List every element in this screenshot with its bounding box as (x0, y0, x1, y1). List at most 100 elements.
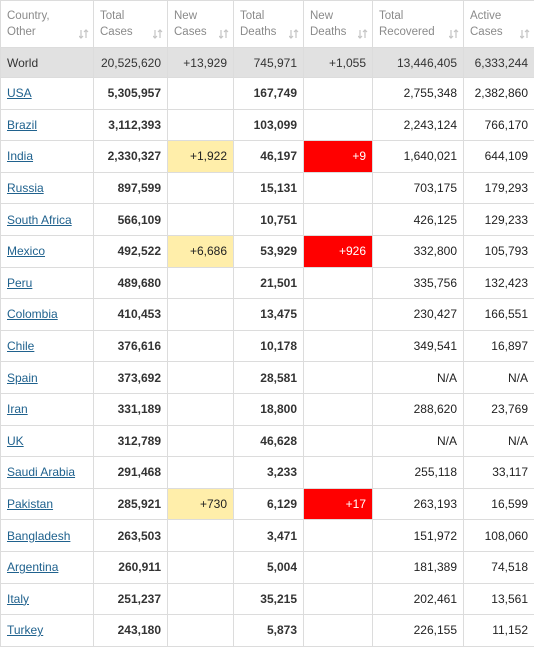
table-body: World 20,525,620 +13,929 745,971 +1,055 13,44… (0, 47, 534, 647)
cell: India (0, 140, 94, 173)
cell: 18,800 (233, 392, 304, 426)
country-row: Colombia 410,453 13,475 230,427 166,551 (0, 298, 534, 331)
cell (303, 550, 373, 584)
country-link[interactable]: Colombia (7, 307, 58, 322)
country-link[interactable]: Argentina (7, 560, 59, 575)
sort-arrow (153, 30, 158, 39)
sort-icon (79, 29, 89, 39)
country-link[interactable]: Pakistan (7, 497, 54, 512)
cell: 23,769 (463, 392, 534, 426)
cell: 166,551 (463, 298, 534, 331)
cell: 492,522 (93, 234, 168, 268)
cell (303, 298, 373, 331)
cell: 285,921 (93, 487, 168, 521)
country-link[interactable]: Spain (7, 370, 38, 385)
cell: Pakistan (0, 487, 94, 521)
cell (167, 550, 234, 584)
cell: Colombia (0, 298, 94, 331)
cell: N/A (463, 424, 534, 458)
sort-icon (449, 29, 459, 39)
cell: 288,620 (372, 392, 464, 426)
cell (167, 203, 234, 236)
cell (303, 108, 373, 142)
country-link[interactable]: Chile (7, 339, 35, 354)
sort-arrow (453, 29, 459, 38)
cell: 105,793 (463, 234, 534, 268)
cell: 373,692 (93, 361, 168, 394)
cell: 16,599 (463, 487, 534, 521)
country-row: USA 5,305,957 167,749 2,755,348 2,382,860 (0, 77, 534, 110)
cell: +730 (167, 487, 234, 521)
cell: 74,518 (463, 550, 534, 584)
cell: 33,117 (463, 456, 534, 489)
cell: +17 (303, 487, 373, 521)
header-row: Country, Other Total Cases New Cases Total … (0, 0, 534, 48)
column-title: Total Deaths (240, 10, 277, 38)
sort-icon (153, 29, 163, 39)
column-title: New Cases (174, 10, 207, 38)
column-header[interactable]: Country, Other (0, 0, 94, 48)
country-link[interactable]: UK (7, 433, 24, 448)
country-row: Peru 489,680 21,501 335,756 132,423 (0, 266, 534, 300)
country-link[interactable]: Bangladesh (7, 528, 71, 543)
cell: 108,060 (463, 519, 534, 552)
cell: 2,382,860 (463, 77, 534, 110)
country-link[interactable]: Turkey (7, 623, 44, 638)
cell (303, 361, 373, 394)
cell: 897,599 (93, 171, 168, 205)
cell: 312,789 (93, 424, 168, 458)
country-link[interactable]: Italy (7, 591, 30, 606)
cell: Chile (0, 329, 94, 363)
column-header[interactable]: New Cases (167, 0, 234, 48)
country-row: India 2,330,327 +1,922 46,197 +9 1,640,021 644… (0, 140, 534, 173)
country-row: UK 312,789 46,628 N/A N/A (0, 424, 534, 458)
column-title: Total Recovered (379, 10, 435, 38)
cell (167, 298, 234, 331)
cell: World (0, 47, 94, 78)
sort-icon (520, 29, 530, 39)
country-row: Argentina 260,911 5,004 181,389 74,518 (0, 550, 534, 584)
cell: 53,929 (233, 234, 304, 268)
country-link[interactable]: South Africa (7, 212, 72, 227)
cell: 230,427 (372, 298, 464, 331)
column-title: New Deaths (310, 10, 347, 38)
column-header[interactable]: Total Cases (93, 0, 168, 48)
country-row: Bangladesh 263,503 3,471 151,972 108,060 (0, 519, 534, 552)
country-link[interactable]: Saudi Arabia (7, 465, 76, 480)
cell: 20,525,620 (93, 47, 168, 78)
country-link[interactable]: Mexico (7, 244, 46, 259)
country-row: Pakistan 285,921 +730 6,129 +17 263,193 16,599 (0, 487, 534, 521)
sort-arrow (449, 30, 454, 39)
cell: 766,170 (463, 108, 534, 142)
country-link[interactable]: Iran (7, 402, 28, 417)
column-header[interactable]: New Deaths (303, 0, 373, 48)
column-header[interactable]: Active Cases (463, 0, 534, 48)
country-link[interactable]: Peru (7, 275, 33, 290)
country-link[interactable]: USA (7, 86, 32, 101)
column-header[interactable]: Total Deaths (233, 0, 304, 48)
cell: 129,233 (463, 203, 534, 236)
column-title: Total Cases (100, 10, 133, 38)
cell: 5,004 (233, 550, 304, 584)
cell: 489,680 (93, 266, 168, 300)
cell (303, 392, 373, 426)
cell (167, 392, 234, 426)
cell (167, 361, 234, 394)
country-link[interactable]: India (7, 149, 34, 164)
country-link[interactable]: Brazil (7, 117, 38, 132)
cell (167, 519, 234, 552)
country-link[interactable]: Russia (7, 181, 44, 196)
cell: 103,099 (233, 108, 304, 142)
column-title: Country, Other (7, 10, 50, 38)
sort-arrow (157, 29, 163, 38)
cell (167, 329, 234, 363)
country-row: Italy 251,237 35,215 202,461 13,561 (0, 582, 534, 616)
cell (303, 77, 373, 110)
column-header[interactable]: Total Recovered (372, 0, 464, 48)
country-row: Iran 331,189 18,800 288,620 23,769 (0, 392, 534, 426)
sort-icon (219, 29, 229, 39)
country-row: Turkey 243,180 5,873 226,155 11,152 (0, 614, 534, 647)
cell: 335,756 (372, 266, 464, 300)
country-row: Spain 373,692 28,581 N/A N/A (0, 361, 534, 394)
